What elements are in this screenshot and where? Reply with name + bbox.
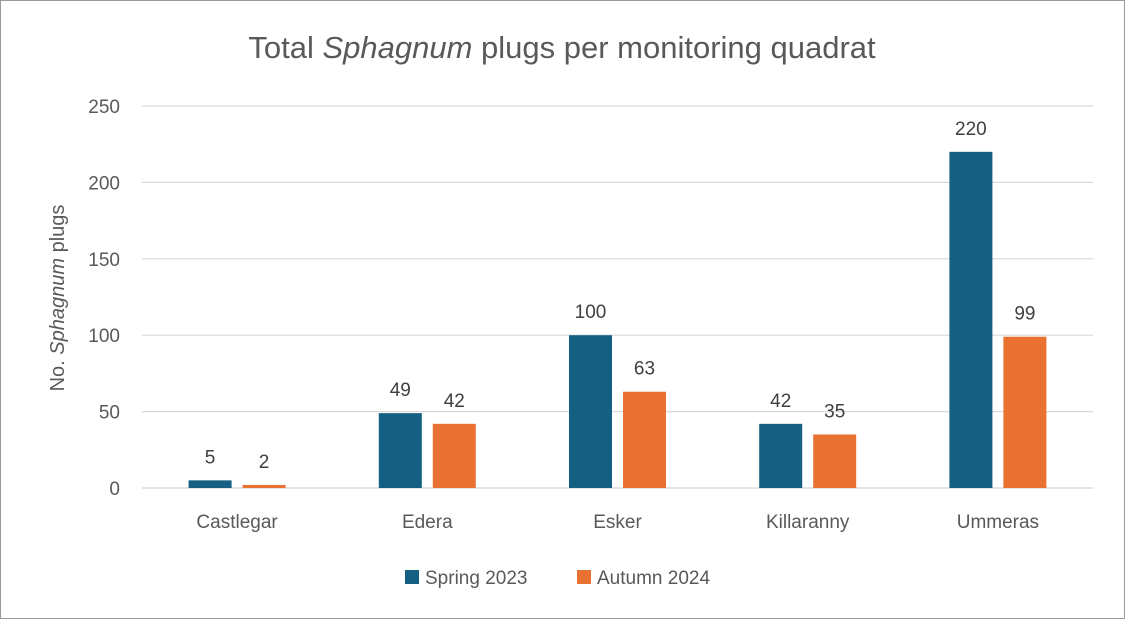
data-label: 42 (770, 391, 791, 412)
chart-title: Total Sphagnum plugs per monitoring quad… (248, 30, 876, 65)
chart-title-part: Total (248, 30, 322, 65)
category-labels: Castlegar Edera Esker Killaranny Ummeras (196, 512, 1039, 533)
bar-autumn-2024-ummeras (1003, 336, 1047, 488)
data-label: 42 (444, 391, 465, 412)
data-labels: 5 2 49 42 100 63 42 35 220 99 (205, 119, 1036, 473)
data-label: 99 (1014, 304, 1035, 325)
data-label: 5 (205, 447, 216, 468)
chart-title-italic: Sphagnum (322, 30, 472, 65)
x-tick-label: Castlegar (196, 512, 278, 533)
chart-title-part: plugs per monitoring quadrat (472, 30, 876, 65)
y-tick-label: 0 (109, 479, 120, 500)
legend-label: Autumn 2024 (597, 568, 710, 589)
bar-autumn-2024-edera (432, 423, 476, 488)
y-tick-label: 50 (99, 403, 120, 424)
legend-swatch (577, 570, 591, 584)
bar-spring-2023-ummeras (949, 151, 993, 488)
bar-spring-2023-edera (378, 413, 422, 488)
gridlines (142, 105, 1093, 489)
bar-autumn-2024-esker (623, 391, 666, 488)
y-axis-label-part: plugs (47, 205, 69, 258)
y-tick-label: 200 (88, 173, 120, 194)
data-label: 2 (259, 452, 270, 473)
bar-spring-2023-esker (569, 335, 612, 488)
y-axis-label-part: No. (47, 355, 69, 392)
data-label: 35 (824, 402, 845, 423)
x-tick-label: Esker (593, 512, 642, 533)
data-label: 220 (955, 119, 987, 140)
legend-label: Spring 2023 (425, 568, 527, 589)
y-tick-labels: 0 50 100 150 200 250 (88, 97, 120, 500)
bar-spring-2023-killaranny (759, 423, 803, 488)
bar-spring-2023-castlegar (188, 480, 232, 488)
y-axis-label: No. Sphagnum plugs (47, 205, 69, 392)
bars (188, 151, 1047, 488)
x-tick-label: Ummeras (957, 512, 1039, 533)
bar-autumn-2024-castlegar (242, 484, 286, 488)
legend: Spring 2023 Autumn 2024 (405, 568, 710, 589)
data-label: 100 (575, 302, 607, 323)
legend-swatch (405, 570, 419, 584)
data-label: 49 (390, 380, 411, 401)
y-tick-label: 100 (88, 326, 120, 347)
bar-autumn-2024-killaranny (813, 434, 857, 488)
data-label: 63 (634, 359, 655, 380)
y-tick-label: 250 (88, 97, 120, 118)
y-tick-label: 150 (88, 250, 120, 271)
x-tick-label: Edera (402, 512, 453, 533)
x-tick-label: Killaranny (766, 512, 850, 533)
y-axis-label-italic: Sphagnum (47, 258, 69, 355)
